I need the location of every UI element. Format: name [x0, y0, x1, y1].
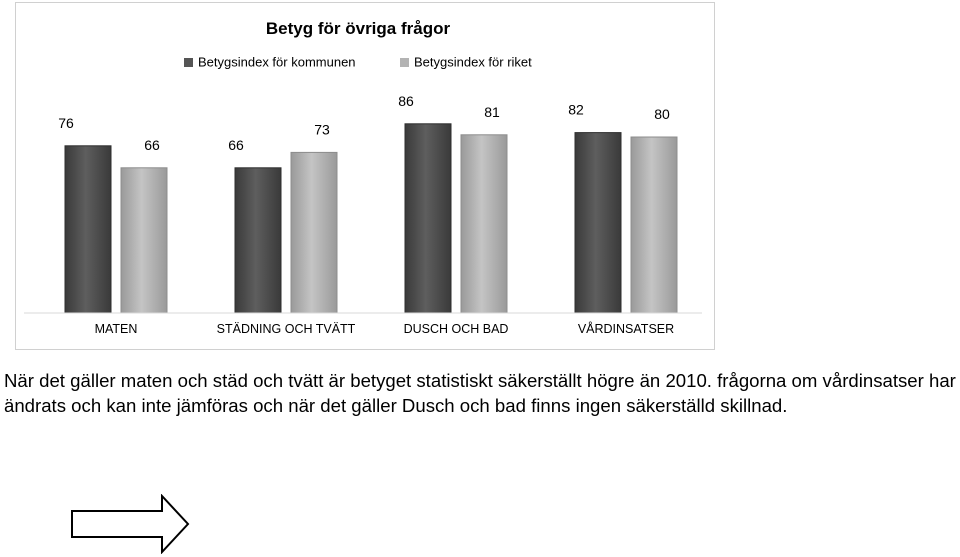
- value-label-kommunen-4: 82: [568, 102, 584, 118]
- caption-text: När det gäller maten och städ och tvätt …: [4, 370, 956, 416]
- legend-swatch-riket: [400, 58, 409, 67]
- bar-chart: Betyg för övriga frågor Betygsindex för …: [24, 19, 702, 336]
- legend-label-riket: Betygsindex för riket: [414, 55, 532, 70]
- category-label-2: STÄDNING OCH TVÄTT: [217, 322, 356, 336]
- value-label-riket-3: 81: [484, 104, 500, 120]
- chart-title: Betyg för övriga frågor: [266, 19, 451, 38]
- value-label-kommunen-1: 76: [58, 115, 74, 131]
- value-label-kommunen-3: 86: [398, 93, 414, 109]
- category-label-4: VÅRDINSATSER: [578, 321, 674, 336]
- bar-riket-2: [290, 151, 338, 314]
- value-label-riket-2: 73: [314, 121, 330, 137]
- value-label-riket-1: 66: [144, 137, 160, 153]
- bar-kommunen-1: [64, 145, 112, 314]
- bar-riket-3: [460, 134, 508, 314]
- right-arrow-icon: [71, 494, 190, 554]
- bar-riket-1: [120, 167, 168, 314]
- category-label-1: MATEN: [95, 322, 138, 336]
- category-label-3: DUSCH OCH BAD: [404, 322, 509, 336]
- bar-kommunen-3: [404, 123, 452, 314]
- chart-frame: Betyg för övriga frågor Betygsindex för …: [15, 2, 715, 350]
- value-label-kommunen-2: 66: [228, 137, 244, 153]
- legend-swatch-kommunen: [184, 58, 193, 67]
- legend: Betygsindex för kommunen Betygsindex för…: [184, 55, 532, 70]
- legend-label-kommunen: Betygsindex för kommunen: [198, 55, 356, 70]
- bar-kommunen-4: [574, 132, 622, 314]
- bar-riket-4: [630, 136, 678, 314]
- value-label-riket-4: 80: [654, 106, 670, 122]
- bar-kommunen-2: [234, 167, 282, 314]
